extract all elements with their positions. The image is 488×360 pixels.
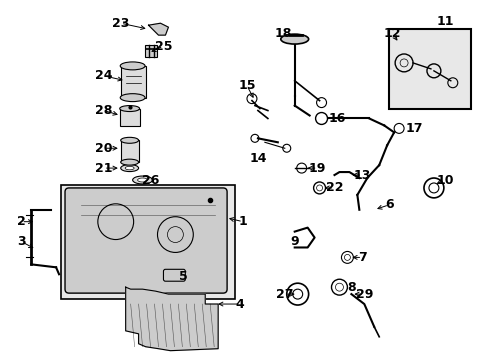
Text: 13: 13: [353, 168, 370, 181]
Text: 28: 28: [95, 104, 112, 117]
Text: 23: 23: [112, 17, 129, 30]
Text: 14: 14: [249, 152, 266, 165]
Bar: [121, 140, 138, 162]
FancyBboxPatch shape: [163, 269, 185, 281]
Text: 26: 26: [142, 174, 159, 186]
Text: 16: 16: [328, 112, 346, 125]
Text: 12: 12: [383, 27, 400, 40]
Text: 17: 17: [405, 122, 422, 135]
Text: 20: 20: [95, 142, 112, 155]
Bar: [388, 29, 470, 109]
Ellipse shape: [132, 176, 152, 184]
Ellipse shape: [120, 105, 139, 112]
Ellipse shape: [280, 34, 308, 44]
Ellipse shape: [125, 166, 134, 170]
Polygon shape: [125, 287, 218, 351]
Text: 24: 24: [95, 69, 112, 82]
Text: 2: 2: [17, 215, 25, 228]
Ellipse shape: [121, 159, 138, 165]
Text: 4: 4: [235, 297, 244, 311]
FancyBboxPatch shape: [65, 188, 226, 293]
Text: 10: 10: [435, 174, 453, 186]
Text: 5: 5: [179, 270, 187, 283]
Text: 21: 21: [95, 162, 112, 175]
Text: 15: 15: [238, 79, 255, 92]
Bar: [61, 185, 235, 299]
Text: 1: 1: [238, 215, 247, 228]
Text: 27: 27: [275, 288, 293, 301]
Text: 29: 29: [355, 288, 372, 301]
Text: 6: 6: [384, 198, 393, 211]
Ellipse shape: [121, 137, 138, 143]
Text: 25: 25: [154, 40, 172, 53]
Text: 9: 9: [290, 235, 299, 248]
Text: 8: 8: [346, 281, 355, 294]
Ellipse shape: [120, 94, 145, 102]
Text: 11: 11: [435, 15, 453, 28]
Bar: [144, 45, 156, 57]
Text: 19: 19: [308, 162, 325, 175]
Polygon shape: [148, 23, 168, 35]
Ellipse shape: [120, 62, 145, 70]
Bar: [120, 109, 139, 126]
Text: 18: 18: [274, 27, 291, 40]
Text: 7: 7: [357, 251, 366, 264]
Bar: [121, 66, 145, 98]
Ellipse shape: [137, 178, 147, 182]
Text: 3: 3: [17, 235, 25, 248]
Text: 22: 22: [325, 181, 343, 194]
Ellipse shape: [121, 165, 138, 172]
